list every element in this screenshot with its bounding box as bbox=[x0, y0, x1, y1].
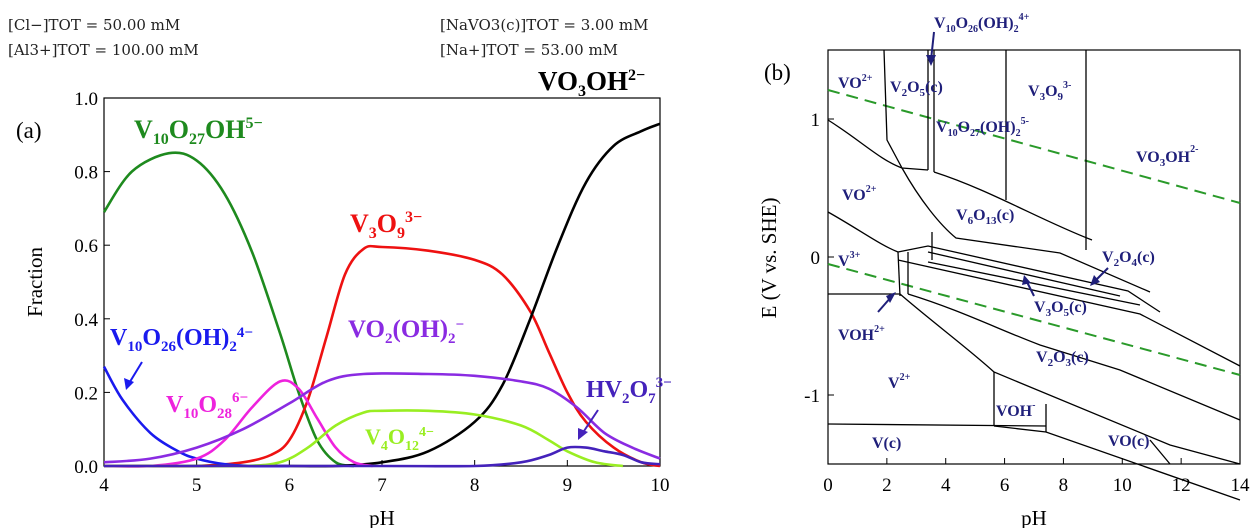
region-v2plus: V2+ bbox=[888, 372, 911, 392]
x-tick-label-b: 6 bbox=[1000, 475, 1010, 496]
region-vo2plus: VO2+ bbox=[838, 73, 873, 92]
water-oxidation-line bbox=[827, 89, 1241, 204]
region-v2o3: V2O3(c) bbox=[1036, 349, 1089, 369]
region-v2o5: V2O5(c) bbox=[890, 79, 943, 99]
region-vc: V(c) bbox=[872, 435, 901, 452]
label-vo2oh2: VO2(OH)2− bbox=[348, 316, 464, 347]
x-tick-label-b: 2 bbox=[882, 475, 892, 496]
header-cl-tot: [Cl−]TOT = 50.00 mM bbox=[8, 16, 180, 34]
x-tick-label-a: 8 bbox=[470, 475, 480, 496]
x-tick-label-a: 6 bbox=[285, 475, 295, 496]
region-v6o13: V6O13(c) bbox=[956, 207, 1014, 227]
label-v4o12: V4O124− bbox=[365, 424, 434, 454]
y-tick-label-a: 0.0 bbox=[74, 457, 98, 478]
y-tick-label-a: 1.0 bbox=[74, 89, 98, 110]
x-tick-label-a: 5 bbox=[192, 475, 202, 496]
series-line-5 bbox=[103, 372, 661, 464]
y-axis-label-a: Fraction bbox=[23, 247, 47, 317]
y-tick-label-a: 0.2 bbox=[74, 383, 98, 404]
label-hv2o7: HV2O73− bbox=[586, 375, 672, 407]
y-tick-label-a: 0.4 bbox=[74, 310, 98, 331]
label-vo3oh: VO3OH2− bbox=[538, 66, 645, 100]
x-tick-label-b: 0 bbox=[823, 475, 833, 496]
header-na-tot: [Na+]TOT = 53.00 mM bbox=[440, 41, 618, 59]
region-vo3oh: VO3OH2- bbox=[1136, 144, 1198, 169]
series-line-4 bbox=[103, 379, 373, 468]
header-al-tot: [Al3+]TOT = 100.00 mM bbox=[8, 41, 199, 59]
x-tick-label-a: 9 bbox=[563, 475, 573, 496]
arrow-top-b bbox=[926, 31, 936, 66]
region-v3plus: V3+ bbox=[838, 250, 861, 270]
region-v2o4: V2O4(c) bbox=[1102, 249, 1155, 269]
series-line-1 bbox=[104, 244, 661, 468]
region-v3o5: V3O5(c) bbox=[1034, 299, 1087, 319]
x-tick-label-b: 8 bbox=[1059, 475, 1069, 496]
x-tick-label-a: 10 bbox=[651, 475, 670, 496]
speciation-chart: (a) pH Fraction 4 5 6 7 8 9 10 0.0 0.2 0.4 0.6 0.8 1… bbox=[16, 66, 672, 528]
label-v10o26oh2-plus: V10O26(OH)24+ bbox=[934, 12, 1030, 35]
series-line-7 bbox=[104, 445, 661, 468]
x-axis-label-a: pH bbox=[369, 506, 395, 528]
x-tick-label-b: 4 bbox=[941, 475, 951, 496]
region-voh2plus: VOH2+ bbox=[838, 324, 885, 344]
y-tick-label-a: 0.6 bbox=[74, 236, 98, 257]
y-tick-label-b: 1 bbox=[811, 110, 821, 131]
y-axis-label-b: E (V vs. SHE) bbox=[757, 198, 781, 319]
y-tick-label-a: 0.8 bbox=[74, 163, 98, 184]
label-v10o26oh2: V10O26(OH)24− bbox=[110, 325, 253, 355]
label-v3o9: V3O93− bbox=[350, 209, 422, 242]
panel-a-label: (a) bbox=[16, 118, 42, 143]
label-v10o28: V10O286− bbox=[166, 390, 248, 422]
panel-b-label: (b) bbox=[764, 60, 791, 85]
x-tick-label-b: 14 bbox=[1231, 475, 1251, 496]
y-tick-label-b: 0 bbox=[811, 248, 821, 269]
region-v10o27oh2: V10O27(OH)25- bbox=[936, 116, 1029, 139]
y-tick-label-b: -1 bbox=[804, 386, 820, 407]
region-v3o9: V3O93- bbox=[1028, 80, 1071, 103]
header-navo3-tot: [NaVO3(c)]TOT = 3.00 mM bbox=[440, 16, 648, 34]
water-reduction-line bbox=[827, 263, 1241, 376]
series-line-6 bbox=[104, 409, 624, 468]
arrow-v2o4 bbox=[1090, 267, 1109, 286]
x-tick-label-a: 4 bbox=[99, 475, 109, 496]
arrow-v3o5 bbox=[1022, 275, 1035, 297]
label-v10o27oh: V10O27OH5− bbox=[134, 115, 263, 148]
x-tick-label-b: 12 bbox=[1172, 475, 1191, 496]
x-axis-label-b: pH bbox=[1021, 506, 1047, 528]
region-voc: VO(c) bbox=[1108, 433, 1149, 450]
x-tick-label-b: 10 bbox=[1113, 475, 1132, 496]
arrow-hv2o7 bbox=[578, 409, 599, 440]
arrow-v10o26 bbox=[124, 361, 143, 390]
region-vo2plusplus: VO2+ bbox=[842, 184, 877, 204]
region-voh-minus: VOH- bbox=[996, 400, 1035, 420]
series-line-0 bbox=[102, 151, 355, 468]
phase-boundaries bbox=[827, 49, 1241, 501]
arrow-voh2plus bbox=[877, 292, 896, 313]
x-tick-label-a: 7 bbox=[377, 475, 387, 496]
